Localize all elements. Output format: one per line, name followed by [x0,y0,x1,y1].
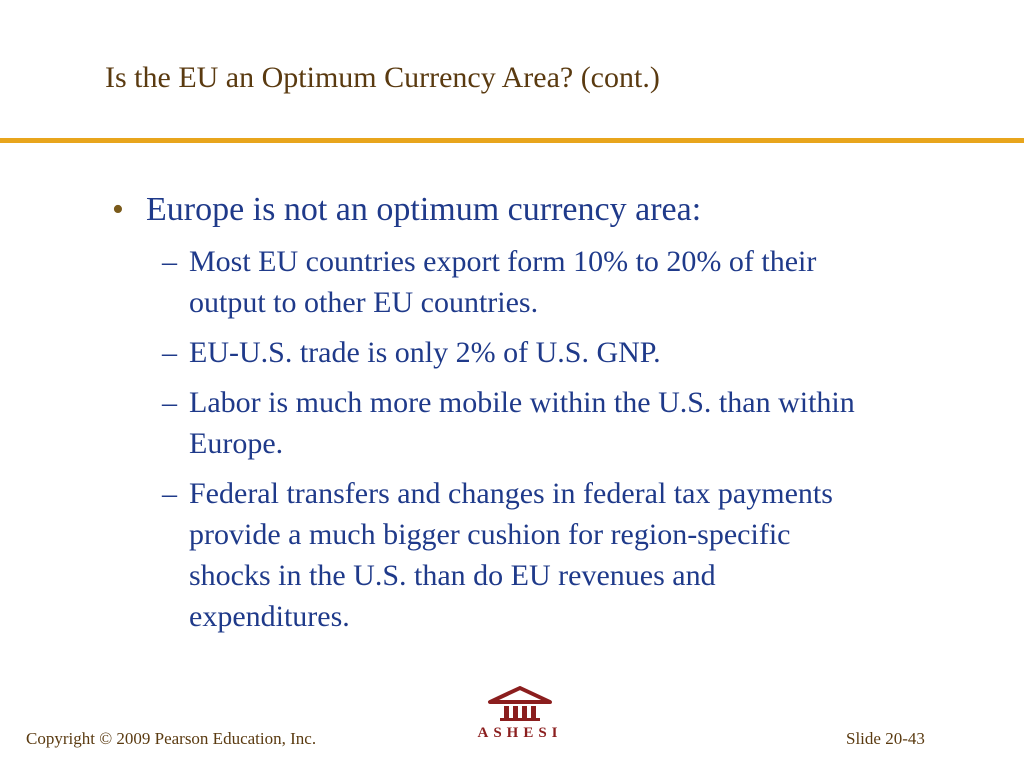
sub-bullet: – Most EU countries export form 10% to 2… [162,241,962,323]
sub-bullet-list: – Most EU countries export form 10% to 2… [162,241,962,646]
dash-icon: – [162,477,177,510]
main-bullet-text: Europe is not an optimum currency area: [146,191,702,228]
sub-bullet-line: Europe. [189,427,284,460]
logo-wordmark: ASHESI [477,725,563,741]
sub-bullet-line: Labor is much more mobile within the U.S… [189,386,855,419]
sub-bullet-line: EU-U.S. trade is only 2% of U.S. GNP. [189,336,661,369]
sub-bullet-line: shocks in the U.S. than do EU revenues a… [189,559,716,592]
copyright-notice: Copyright © 2009 Pearson Education, Inc. [26,729,317,748]
building-columns-icon [488,686,552,721]
dash-icon: – [162,336,177,369]
sub-bullet-line: provide a much bigger cushion for region… [189,518,791,551]
sub-bullet-line: Federal transfers and changes in federal… [189,477,833,510]
sub-bullet-line: output to other EU countries. [189,286,539,319]
dash-icon: – [162,245,177,278]
bullet-dot-icon: • [112,191,124,228]
sub-bullet-line: Most EU countries export form 10% to 20%… [189,245,817,278]
dash-icon: – [162,386,177,419]
sub-bullet: – Labor is much more mobile within the U… [162,382,962,464]
sub-bullet: – Federal transfers and changes in feder… [162,473,962,637]
ashesi-logo: ASHESI [462,686,578,744]
slide-title: Is the EU an Optimum Currency Area? (con… [105,61,660,94]
sub-bullet: – EU-U.S. trade is only 2% of U.S. GNP. [162,332,962,373]
title-divider [0,138,1024,143]
sub-bullet-line: expenditures. [189,600,350,633]
slide-number: Slide 20-43 [846,729,925,748]
